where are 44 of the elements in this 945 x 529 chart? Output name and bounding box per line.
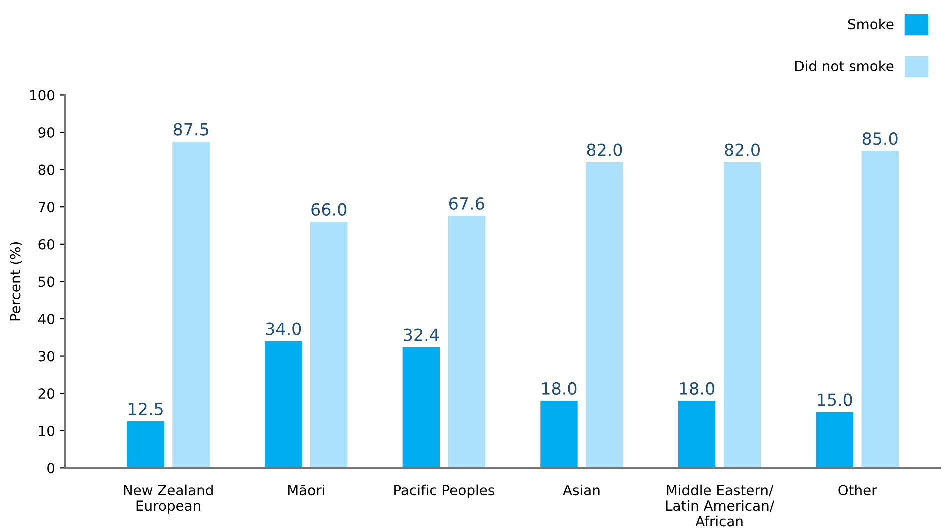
y-tick-label: 20 bbox=[38, 388, 55, 400]
data-label: 12.5 bbox=[129, 402, 163, 416]
data-label: 32.4 bbox=[404, 328, 440, 342]
bar bbox=[127, 422, 164, 468]
data-label: 66.0 bbox=[312, 203, 347, 216]
legend-label: Did not smoke bbox=[796, 60, 894, 72]
bar bbox=[310, 222, 348, 468]
y-tick-label: 30 bbox=[38, 351, 55, 362]
y-tick-label: 70 bbox=[38, 202, 55, 213]
bar bbox=[816, 412, 854, 468]
data-label: 15.0 bbox=[818, 394, 852, 406]
bar bbox=[862, 151, 899, 468]
bar bbox=[172, 142, 210, 468]
y-tick-label: 40 bbox=[38, 314, 55, 324]
bar bbox=[265, 341, 302, 468]
x-tick-label: Other bbox=[838, 484, 878, 496]
x-tick-label: Middle Eastern/ Latin American/ African bbox=[666, 484, 775, 527]
data-label: 82.0 bbox=[725, 144, 760, 156]
y-tick-label: 100 bbox=[30, 90, 55, 101]
y-tick-label: 90 bbox=[38, 127, 55, 138]
bar bbox=[402, 347, 440, 468]
data-label: 82.0 bbox=[587, 144, 622, 156]
bar bbox=[448, 216, 486, 468]
data-label: 34.0 bbox=[266, 322, 302, 336]
bar bbox=[540, 401, 578, 468]
data-label: 85.0 bbox=[862, 132, 898, 146]
x-tick-label: Asian bbox=[563, 484, 600, 496]
data-label: 87.5 bbox=[174, 123, 208, 136]
y-tick-label: 60 bbox=[38, 239, 55, 250]
data-label: 18.0 bbox=[542, 382, 577, 396]
y-tick-label: 10 bbox=[39, 426, 55, 436]
bar bbox=[724, 162, 762, 468]
y-axis-title: Percent (%) bbox=[10, 242, 22, 321]
x-tick-label: Pacific Peoples bbox=[394, 484, 494, 498]
bar bbox=[678, 401, 716, 468]
bar bbox=[586, 162, 624, 468]
x-tick-label: New Zealand European bbox=[124, 484, 213, 514]
y-tick-label: 50 bbox=[38, 276, 55, 288]
y-tick-label: 80 bbox=[38, 164, 55, 176]
data-label: 67.6 bbox=[450, 197, 484, 210]
legend-label: Smoke bbox=[848, 18, 894, 30]
data-label: 18.0 bbox=[680, 382, 714, 396]
x-tick-label: Māori bbox=[288, 484, 324, 496]
y-tick-label: 0 bbox=[48, 463, 55, 474]
